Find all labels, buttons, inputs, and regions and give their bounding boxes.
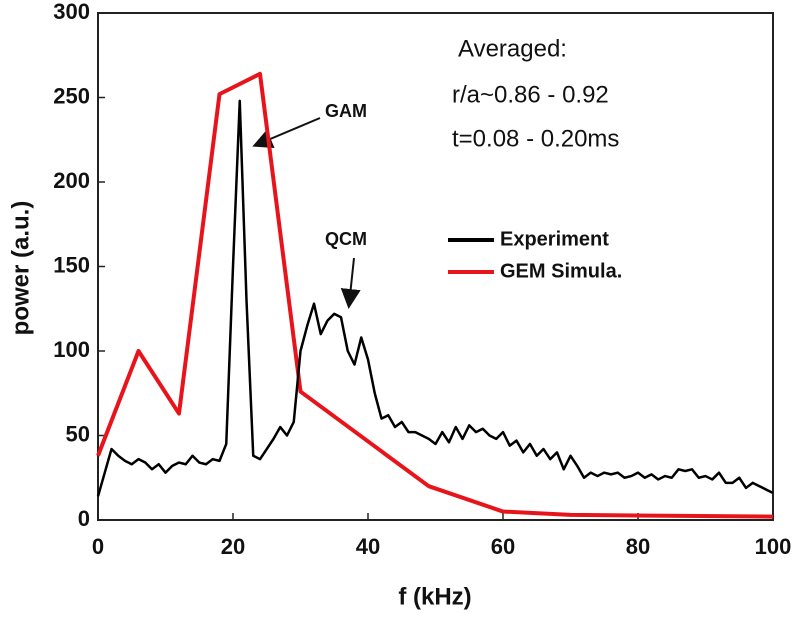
- legend-label: GEM Simula.: [500, 260, 622, 282]
- legend-label: Experiment: [500, 228, 609, 250]
- y-tick-label: 50: [66, 421, 90, 446]
- annotation: Averaged:: [458, 35, 567, 62]
- x-tick-label: 40: [356, 534, 380, 559]
- x-tick-label: 80: [626, 534, 650, 559]
- annotation: t=0.08 - 0.20ms: [452, 125, 619, 152]
- y-tick-label: 250: [53, 83, 90, 108]
- x-axis-label: f (kHz): [398, 583, 471, 610]
- x-tick-label: 20: [221, 534, 245, 559]
- y-tick-label: 300: [53, 0, 90, 24]
- y-tick-label: 100: [53, 337, 90, 362]
- y-tick-label: 150: [53, 252, 90, 277]
- y-tick-label: 200: [53, 168, 90, 193]
- x-tick-label: 100: [755, 534, 792, 559]
- annotation: r/a~0.86 - 0.92: [452, 81, 609, 108]
- x-tick-label: 60: [491, 534, 515, 559]
- qcm-arrow: [340, 257, 361, 309]
- y-axis-label: power (a.u.): [7, 201, 34, 336]
- x-tick-label: 0: [92, 534, 104, 559]
- annotation: QCM: [325, 229, 367, 249]
- annotation: GAM: [325, 101, 367, 121]
- y-tick-label: 0: [78, 506, 90, 531]
- series-line: [96, 99, 774, 497]
- series-line: [96, 71, 774, 519]
